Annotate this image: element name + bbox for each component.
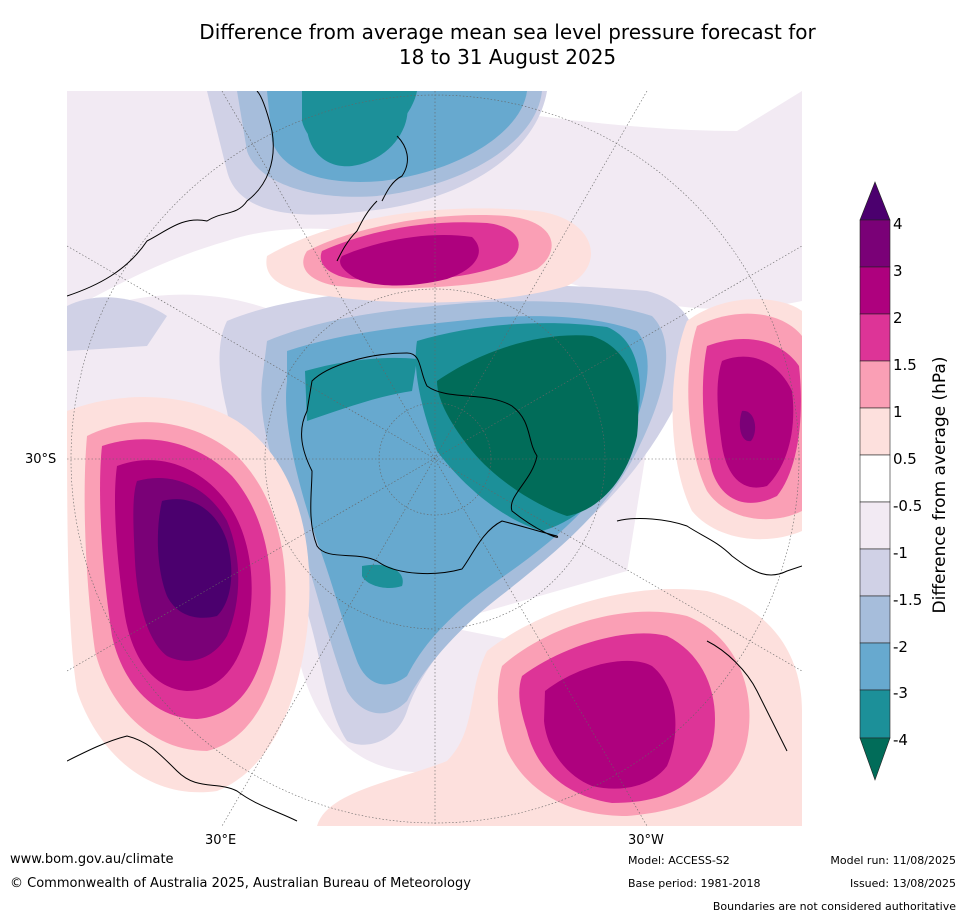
positive-anomaly-south	[317, 589, 802, 826]
colorbar-title: Difference from average (hPa)	[930, 356, 950, 614]
longitude-label-30e: 30°E	[205, 833, 237, 848]
colorbar-tick-3: 3	[893, 262, 903, 280]
copyright-text: © Commonwealth of Australia 2025, Austra…	[10, 876, 471, 891]
colorbar-band-3-4	[859, 219, 891, 268]
boundaries-disclaimer: Boundaries are not considered authoritat…	[712, 900, 956, 913]
map-svg	[67, 91, 802, 826]
latitude-label-30s: 30°S	[25, 452, 57, 467]
model-name: Model: ACCESS-S2	[628, 854, 730, 867]
colorbar-above-4	[859, 181, 891, 221]
colorbar-tick-m2: -2	[893, 638, 908, 656]
chart-title: Difference from average mean sea level p…	[0, 20, 965, 70]
colorbar-band-1-5-2	[859, 313, 891, 362]
pressure-anomaly-map	[67, 91, 802, 826]
colorbar-tick-m1: -1	[893, 544, 908, 562]
coastlines	[67, 91, 802, 822]
colorbar-tick-4: 4	[893, 215, 903, 233]
new-zealand-north-coast	[381, 135, 408, 202]
colorbar-band-m1-m1-5	[859, 548, 891, 597]
positive-anomaly-central	[266, 208, 591, 303]
graticule-ring-2	[264, 288, 606, 630]
new-zealand-south-coast	[336, 200, 378, 262]
base-period: Base period: 1981-2018	[628, 877, 761, 890]
colorbar-below-m4	[859, 737, 891, 781]
south-america-coast	[616, 518, 802, 576]
colorbar-tick-0-5: 0.5	[893, 450, 917, 468]
positive-anomaly-west	[67, 397, 310, 793]
colorbar-band-m2-m3	[859, 642, 891, 691]
colorbar-tick-1-5: 1.5	[893, 356, 917, 374]
colorbar	[859, 181, 891, 781]
antarctica-coast	[301, 352, 559, 575]
colorbar-tick-m4: -4	[893, 731, 908, 749]
colorbar-tick-m3: -3	[893, 684, 908, 702]
colorbar-tick-2: 2	[893, 309, 903, 327]
longitude-label-30w: 30°W	[628, 833, 664, 848]
colorbar-band-m1-5-m2	[859, 595, 891, 644]
title-line-2: 18 to 31 August 2025	[398, 45, 617, 69]
africa-coast	[67, 735, 298, 822]
south-america-east-coast	[706, 640, 788, 752]
model-run-date: Model run: 11/08/2025	[830, 854, 956, 867]
below-minus-4-anomaly	[437, 335, 639, 516]
colorbar-tick-1: 1	[893, 403, 903, 421]
website-link[interactable]: www.bom.gov.au/climate	[10, 852, 174, 867]
colorbar-tick-m1-5: -1.5	[893, 591, 923, 609]
positive-anomaly-east	[672, 299, 802, 540]
australia-coast	[67, 91, 274, 297]
issued-date: Issued: 13/08/2025	[849, 877, 956, 890]
title-line-1: Difference from average mean sea level p…	[199, 20, 816, 44]
colorbar-band-m3-m4	[859, 689, 891, 739]
colorbar-band-2-3	[859, 266, 891, 315]
colorbar-tick-m0-5: -0.5	[893, 497, 923, 515]
colorbar-band-0-5-1	[859, 407, 891, 456]
colorbar-band-1-1-5	[859, 360, 891, 409]
colorbar-band-m0-5-m1	[859, 501, 891, 550]
colorbar-band-neutral	[859, 454, 891, 503]
graticule	[67, 91, 802, 826]
